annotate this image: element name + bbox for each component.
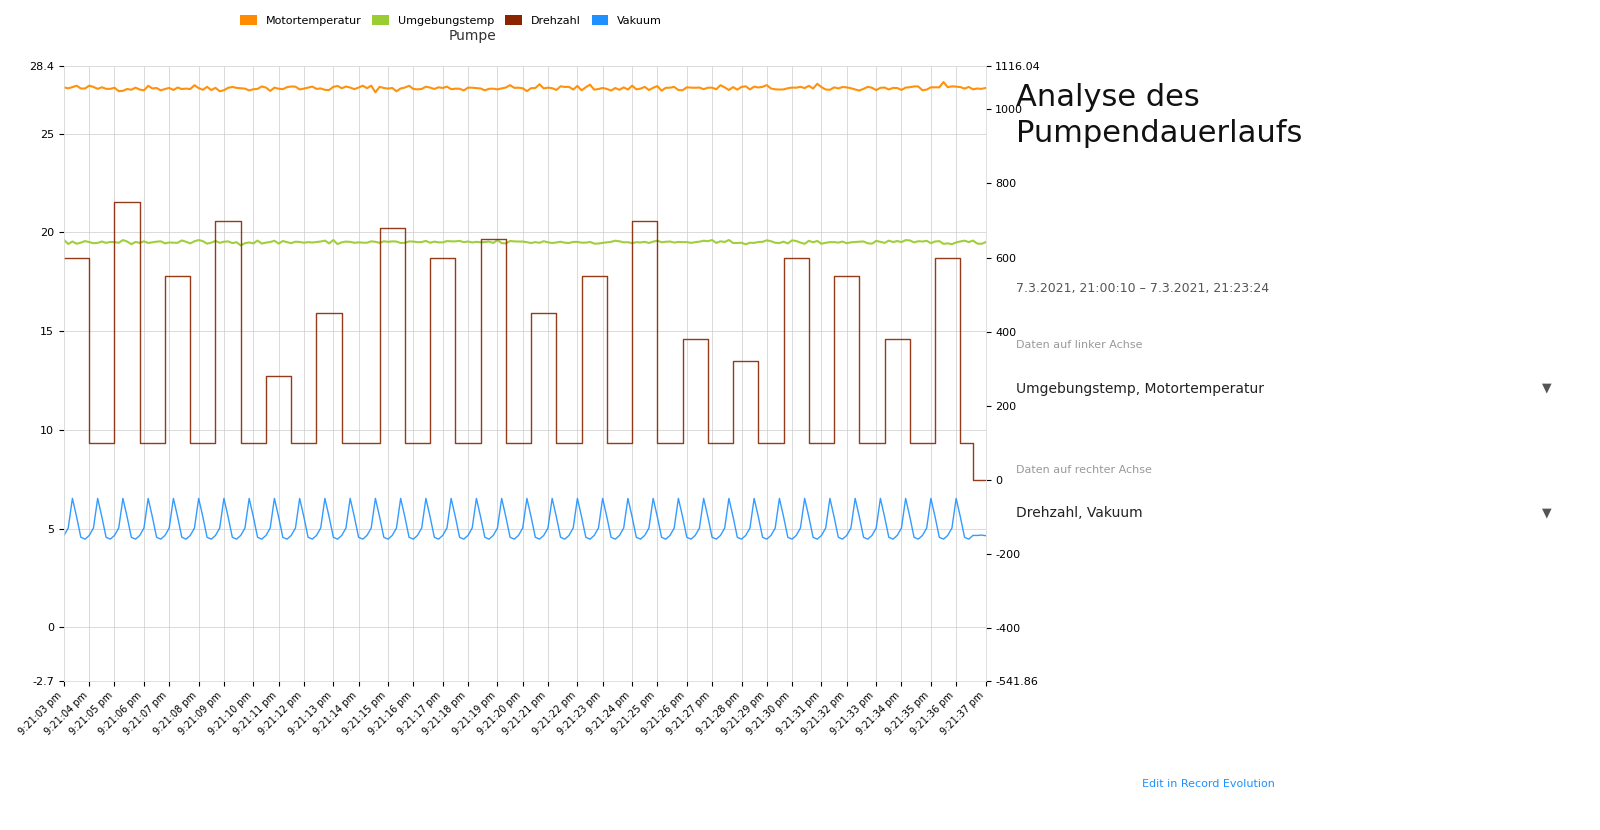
Text: Daten auf linker Achse: Daten auf linker Achse [1016, 340, 1142, 350]
Text: Analyse des
Pumpendauerlaufs: Analyse des Pumpendauerlaufs [1016, 83, 1302, 148]
Text: Edit in Record Evolution: Edit in Record Evolution [1141, 779, 1275, 788]
Text: Drehzahl, Vakuum: Drehzahl, Vakuum [1016, 506, 1142, 520]
Text: ▼: ▼ [1542, 382, 1552, 395]
Text: Umgebungstemp, Motortemperatur: Umgebungstemp, Motortemperatur [1016, 382, 1264, 396]
Text: Pumpe: Pumpe [448, 29, 496, 43]
Text: ▼: ▼ [1542, 506, 1552, 520]
Text: 7.3.2021, 21:00:10 – 7.3.2021, 21:23:24: 7.3.2021, 21:00:10 – 7.3.2021, 21:23:24 [1016, 282, 1269, 295]
Text: Daten auf rechter Achse: Daten auf rechter Achse [1016, 465, 1152, 475]
Legend: Motortemperatur, Umgebungstemp, Drehzahl, Vakuum: Motortemperatur, Umgebungstemp, Drehzahl… [235, 11, 667, 30]
Text: ZOOM ZURÜCKSETZEN: ZOOM ZURÜCKSETZEN [1138, 747, 1278, 757]
